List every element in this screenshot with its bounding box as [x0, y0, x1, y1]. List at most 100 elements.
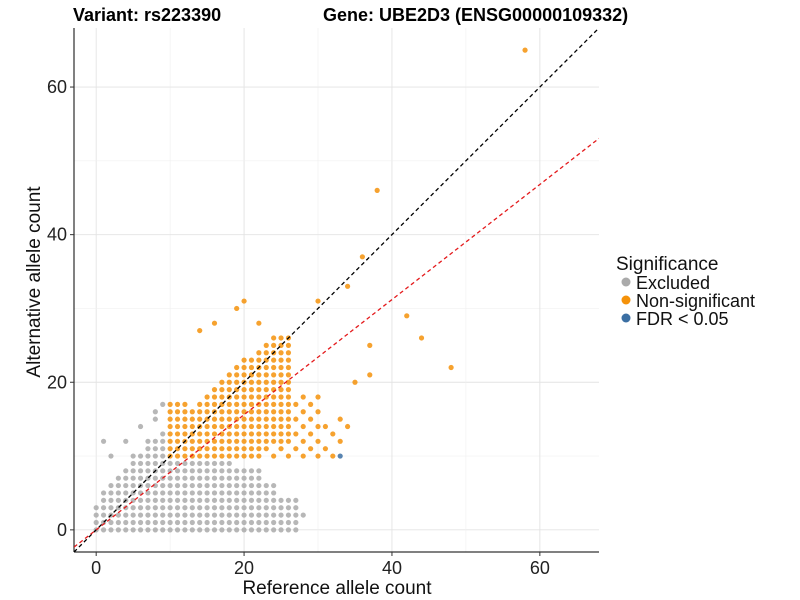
point-excluded: [108, 482, 114, 489]
point-excluded: [145, 519, 151, 526]
point-non-significant: [337, 438, 343, 444]
point-non-significant: [226, 453, 232, 459]
y-tick-label: 20: [47, 372, 67, 392]
point-excluded: [219, 497, 225, 503]
x-tick-label: 0: [91, 558, 101, 578]
point-excluded: [197, 505, 203, 511]
point-excluded: [145, 527, 151, 533]
point-excluded: [285, 497, 292, 503]
point-excluded: [152, 475, 158, 481]
point-excluded: [145, 468, 151, 474]
point-non-significant: [263, 364, 269, 371]
point-non-significant: [293, 401, 299, 407]
point-non-significant: [344, 283, 351, 289]
point-excluded: [248, 482, 255, 489]
point-excluded: [278, 497, 284, 503]
point-non-significant: [285, 342, 292, 348]
point-excluded: [100, 527, 107, 533]
point-excluded: [174, 468, 181, 474]
point-non-significant: [315, 438, 321, 444]
point-non-significant: [241, 387, 247, 393]
point-excluded: [204, 475, 210, 481]
point-excluded: [137, 497, 144, 503]
point-non-significant: [271, 438, 277, 444]
point-excluded: [123, 438, 129, 444]
point-excluded: [189, 460, 195, 467]
point-excluded: [174, 482, 181, 489]
point-excluded: [256, 475, 262, 481]
point-excluded: [293, 497, 299, 503]
point-non-significant: [189, 438, 195, 444]
point-non-significant: [219, 423, 225, 430]
point-non-significant: [271, 335, 277, 341]
y-tick-label: 0: [57, 520, 67, 540]
point-non-significant: [337, 416, 343, 422]
point-excluded: [152, 519, 158, 526]
point-excluded: [137, 505, 144, 511]
point-non-significant: [167, 416, 173, 422]
point-non-significant: [263, 401, 269, 407]
point-excluded: [219, 512, 225, 518]
point-non-significant: [315, 423, 321, 430]
point-excluded: [263, 512, 269, 518]
point-excluded: [123, 475, 129, 481]
point-non-significant: [263, 379, 269, 385]
point-excluded: [137, 519, 144, 526]
point-excluded: [160, 512, 166, 518]
point-non-significant: [285, 423, 292, 430]
point-non-significant: [278, 335, 284, 341]
point-excluded: [152, 527, 158, 533]
point-non-significant: [248, 423, 255, 430]
point-excluded: [160, 482, 166, 489]
point-non-significant: [256, 423, 262, 430]
point-excluded: [130, 512, 136, 518]
point-excluded: [137, 512, 144, 518]
point-excluded: [248, 497, 255, 503]
point-non-significant: [271, 416, 277, 422]
point-excluded: [152, 460, 158, 467]
point-excluded: [160, 431, 166, 437]
point-non-significant: [248, 364, 255, 371]
point-excluded: [197, 519, 203, 526]
point-excluded: [241, 490, 247, 496]
point-excluded: [189, 527, 195, 533]
point-non-significant: [182, 431, 188, 437]
chart-title-gene: Gene: UBE2D3 (ENSG00000109332): [323, 5, 628, 25]
point-excluded: [130, 460, 136, 467]
point-excluded: [130, 519, 136, 526]
point-non-significant: [197, 409, 203, 415]
point-non-significant: [241, 364, 247, 371]
point-excluded: [248, 527, 255, 533]
point-non-significant: [278, 364, 284, 371]
point-excluded: [263, 505, 269, 511]
reference-lines: [74, 28, 599, 552]
point-excluded: [197, 468, 203, 474]
point-non-significant: [248, 409, 255, 415]
point-excluded: [137, 423, 144, 430]
point-non-significant: [263, 438, 269, 444]
point-non-significant: [226, 409, 232, 415]
point-non-significant: [315, 409, 321, 415]
point-non-significant: [197, 431, 203, 437]
point-non-significant: [226, 431, 232, 437]
point-non-significant: [330, 453, 336, 459]
point-excluded: [108, 527, 114, 533]
point-non-significant: [278, 401, 284, 407]
point-non-significant: [234, 394, 240, 400]
x-tick-label: 40: [382, 558, 402, 578]
point-excluded: [219, 475, 225, 481]
point-non-significant: [189, 409, 195, 415]
point-excluded: [123, 482, 129, 489]
point-non-significant: [418, 335, 425, 341]
point-excluded: [204, 460, 210, 467]
point-excluded: [115, 527, 121, 533]
point-excluded: [145, 438, 151, 444]
point-excluded: [160, 527, 166, 533]
point-excluded: [293, 505, 299, 511]
point-excluded: [293, 519, 299, 526]
point-excluded: [167, 490, 173, 496]
point-non-significant: [248, 453, 255, 459]
point-non-significant: [204, 409, 210, 415]
point-non-significant: [248, 401, 255, 407]
point-non-significant: [241, 394, 247, 400]
